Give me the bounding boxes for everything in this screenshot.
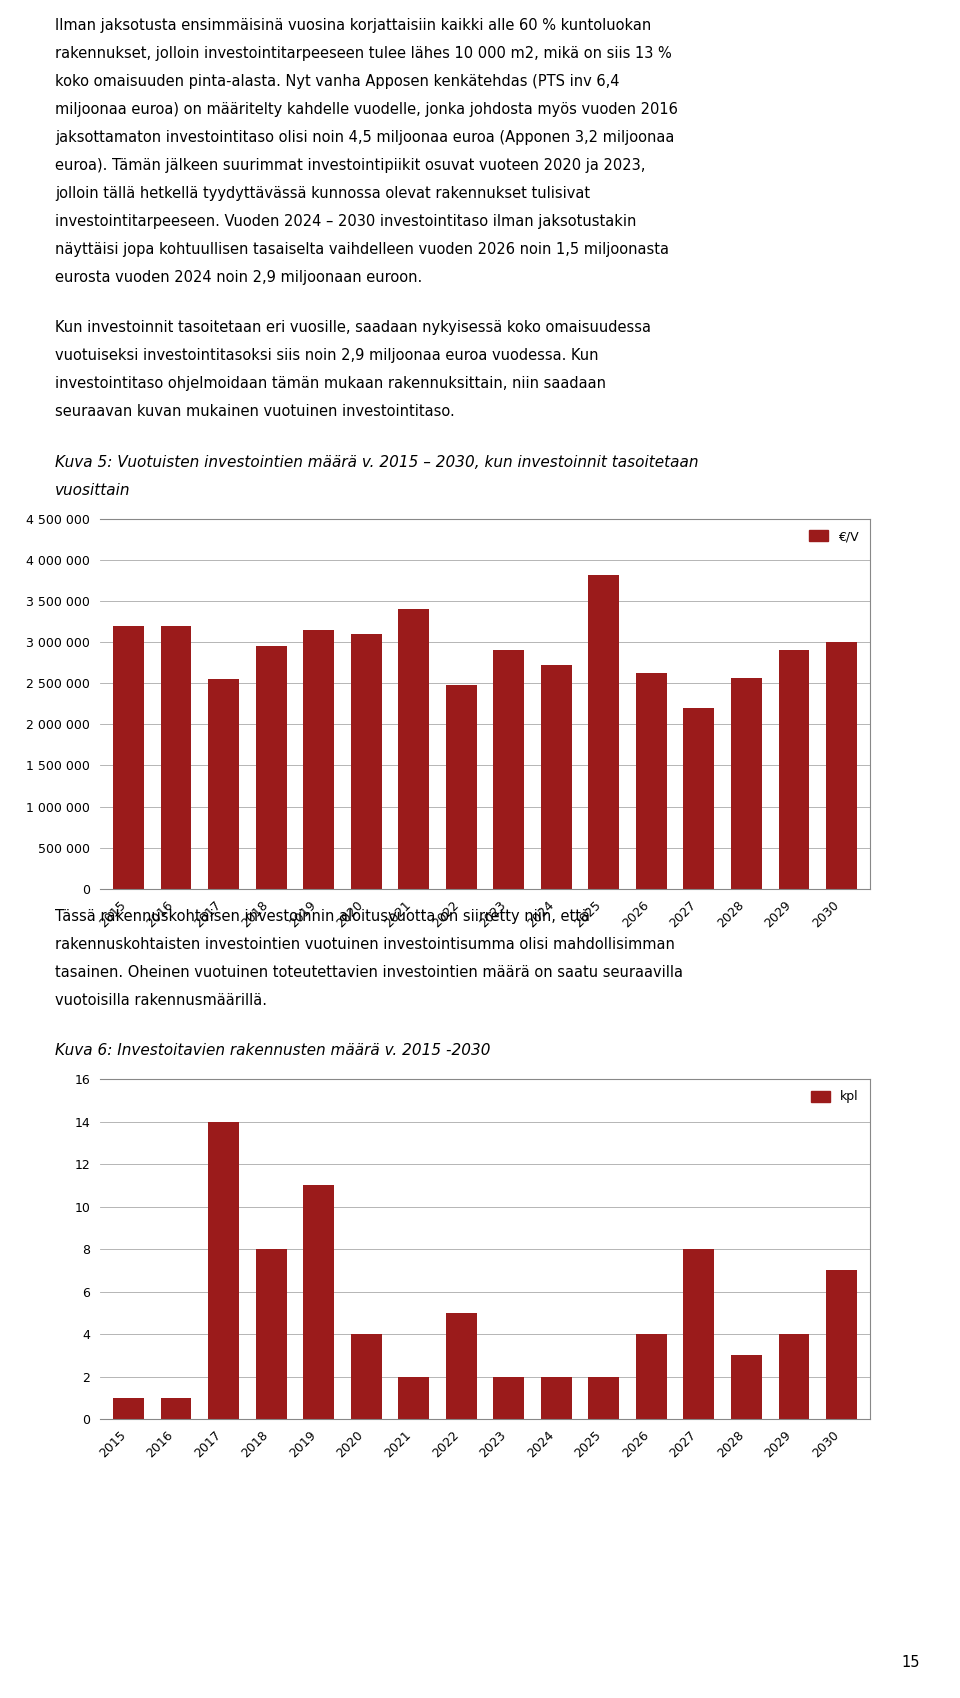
Bar xyxy=(588,1377,619,1420)
Bar xyxy=(826,1270,857,1420)
Text: jaksottamaton investointitaso olisi noin 4,5 miljoonaa euroa (Apponen 3,2 miljoo: jaksottamaton investointitaso olisi noin… xyxy=(55,131,674,144)
Bar xyxy=(493,650,524,888)
Bar xyxy=(160,625,191,888)
Text: investointitarpeeseen. Vuoden 2024 – 2030 investointitaso ilman jaksotustakin: investointitarpeeseen. Vuoden 2024 – 203… xyxy=(55,214,636,229)
Bar xyxy=(684,1250,714,1420)
Text: 15: 15 xyxy=(901,1656,920,1671)
Bar xyxy=(350,1335,382,1420)
Bar xyxy=(113,625,144,888)
Text: Ilman jaksotusta ensimmäisinä vuosina korjattaisiin kaikki alle 60 % kuntoluokan: Ilman jaksotusta ensimmäisinä vuosina ko… xyxy=(55,19,651,32)
Text: investointitaso ohjelmoidaan tämän mukaan rakennuksittain, niin saadaan: investointitaso ohjelmoidaan tämän mukaa… xyxy=(55,377,606,392)
Text: Kuva 6: Investoitavien rakennusten määrä v. 2015 -2030: Kuva 6: Investoitavien rakennusten määrä… xyxy=(55,1043,491,1058)
Text: eurosta vuoden 2024 noin 2,9 miljoonaan euroon.: eurosta vuoden 2024 noin 2,9 miljoonaan … xyxy=(55,270,422,285)
Bar xyxy=(731,1355,762,1420)
Bar xyxy=(636,674,667,888)
Bar xyxy=(684,708,714,888)
Bar xyxy=(208,1122,239,1420)
Bar xyxy=(350,633,382,888)
Bar xyxy=(636,1335,667,1420)
Text: Kun investoinnit tasoitetaan eri vuosille, saadaan nykyisessä koko omaisuudessa: Kun investoinnit tasoitetaan eri vuosill… xyxy=(55,321,651,336)
Text: vuosittain: vuosittain xyxy=(55,482,131,498)
Bar xyxy=(113,1397,144,1420)
Bar xyxy=(588,574,619,888)
Bar xyxy=(779,1335,809,1420)
Bar xyxy=(540,1377,572,1420)
Text: koko omaisuuden pinta-alasta. Nyt vanha Apposen kenkätehdas (PTS inv 6,4: koko omaisuuden pinta-alasta. Nyt vanha … xyxy=(55,75,619,88)
Bar xyxy=(826,642,857,888)
Bar xyxy=(779,650,809,888)
Text: näyttäisi jopa kohtuullisen tasaiselta vaihdelleen vuoden 2026 noin 1,5 miljoona: näyttäisi jopa kohtuullisen tasaiselta v… xyxy=(55,243,669,256)
Text: tasainen. Oheinen vuotuinen toteutettavien investointien määrä on saatu seuraavi: tasainen. Oheinen vuotuinen toteutettavi… xyxy=(55,964,683,980)
Bar xyxy=(493,1377,524,1420)
Bar xyxy=(398,610,429,888)
Text: euroa). Tämän jälkeen suurimmat investointipiikit osuvat vuoteen 2020 ja 2023,: euroa). Tämän jälkeen suurimmat investoi… xyxy=(55,158,645,173)
Bar xyxy=(540,666,572,888)
Text: vuotuiseksi investointitasoksi siis noin 2,9 miljoonaa euroa vuodessa. Kun: vuotuiseksi investointitasoksi siis noin… xyxy=(55,348,598,363)
Bar xyxy=(255,647,286,888)
Text: rakennuskohtaisten investointien vuotuinen investointisumma olisi mahdollisimman: rakennuskohtaisten investointien vuotuin… xyxy=(55,937,675,953)
Bar xyxy=(303,1185,334,1420)
Text: rakennukset, jolloin investointitarpeeseen tulee lähes 10 000 m2, mikä on siis 1: rakennukset, jolloin investointitarpeese… xyxy=(55,46,672,61)
Text: Tässä rakennuskohtaisen investoinnin aloitusvuotta on siirretty niin, että: Tässä rakennuskohtaisen investoinnin alo… xyxy=(55,908,590,924)
Text: seuraavan kuvan mukainen vuotuinen investointitaso.: seuraavan kuvan mukainen vuotuinen inves… xyxy=(55,404,455,419)
Text: jolloin tällä hetkellä tyydyttävässä kunnossa olevat rakennukset tulisivat: jolloin tällä hetkellä tyydyttävässä kun… xyxy=(55,187,590,200)
Bar xyxy=(160,1397,191,1420)
Bar xyxy=(303,630,334,888)
Legend: €/V: €/V xyxy=(804,525,864,548)
Bar xyxy=(731,678,762,888)
Text: miljoonaa euroa) on määritelty kahdelle vuodelle, jonka johdosta myös vuoden 201: miljoonaa euroa) on määritelty kahdelle … xyxy=(55,102,678,117)
Bar xyxy=(255,1250,286,1420)
Bar xyxy=(398,1377,429,1420)
Text: vuotoisilla rakennusmäärillä.: vuotoisilla rakennusmäärillä. xyxy=(55,993,267,1009)
Text: Kuva 5: Vuotuisten investointien määrä v. 2015 – 2030, kun investoinnit tasoitet: Kuva 5: Vuotuisten investointien määrä v… xyxy=(55,455,699,470)
Bar xyxy=(445,684,477,888)
Bar xyxy=(445,1313,477,1420)
Legend: kpl: kpl xyxy=(806,1085,864,1109)
Bar xyxy=(208,679,239,888)
